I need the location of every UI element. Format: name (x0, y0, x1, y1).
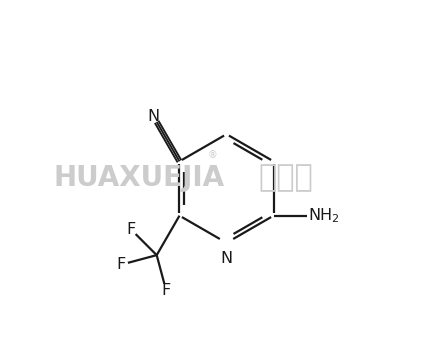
Text: F: F (126, 221, 135, 237)
Text: N: N (220, 251, 232, 266)
Text: 化学加: 化学加 (259, 163, 314, 193)
Text: HUAXUEJIA: HUAXUEJIA (53, 164, 225, 192)
Text: F: F (117, 257, 126, 272)
Text: N: N (147, 109, 159, 124)
Text: ®: ® (208, 150, 217, 160)
Text: F: F (162, 283, 171, 298)
Text: NH$_2$: NH$_2$ (308, 206, 340, 225)
